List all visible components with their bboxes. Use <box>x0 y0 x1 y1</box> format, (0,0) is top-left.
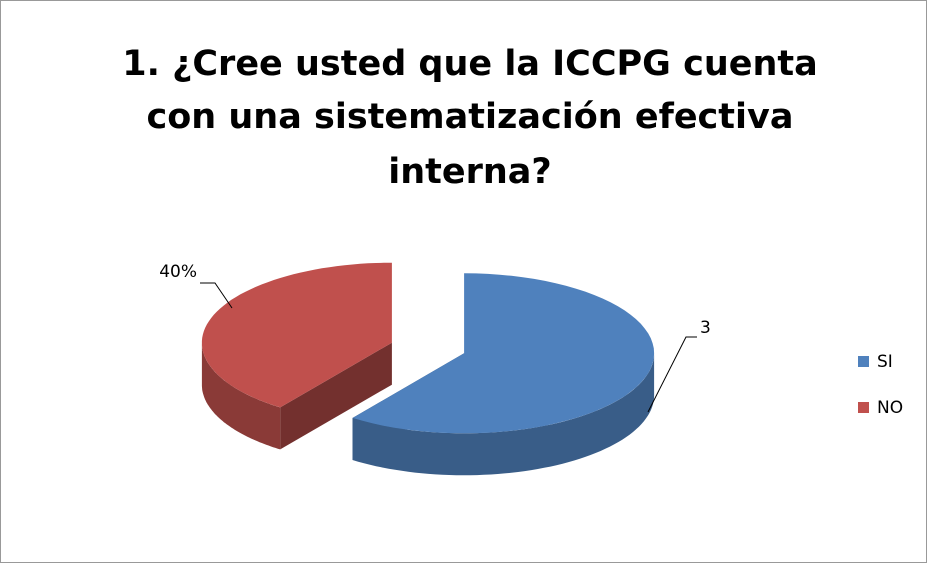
chart-title: interna? <box>388 152 551 192</box>
legend-label: NO <box>877 398 903 418</box>
slice-side <box>352 353 655 476</box>
data-label: 40% <box>159 262 197 282</box>
slice-side <box>201 342 281 450</box>
leader-line <box>647 336 697 413</box>
legend-swatch <box>858 402 869 413</box>
slice <box>201 262 392 408</box>
legend-swatch <box>858 356 869 367</box>
slice <box>352 273 655 434</box>
data-label: 3 <box>700 318 711 338</box>
chart-title: con una sistematización efectiva <box>147 97 794 137</box>
legend-label: SI <box>877 352 893 372</box>
chart-title: 1. ¿Cree usted que la ICCPG cuenta <box>122 44 818 84</box>
leader-line <box>200 282 233 309</box>
slice-wall <box>280 342 392 450</box>
